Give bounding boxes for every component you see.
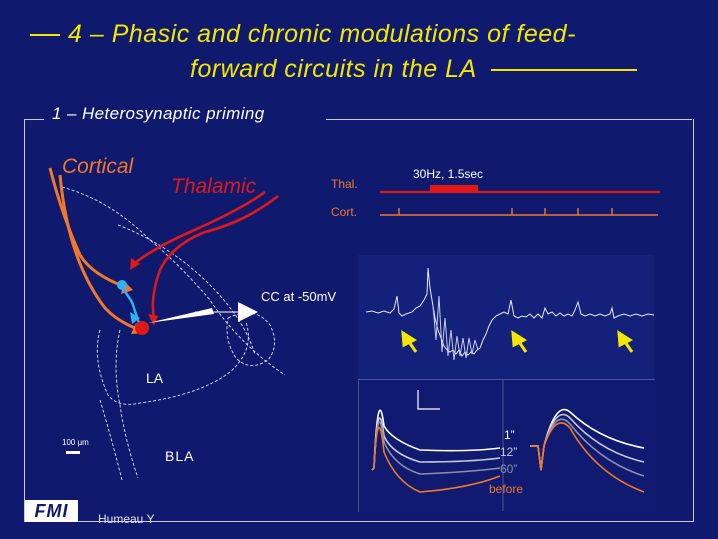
thalamic-fiber-1 [135, 190, 266, 264]
scale-bar [66, 451, 80, 454]
thalamic-fiber-2 [151, 194, 279, 319]
interneuron-soma [117, 280, 127, 290]
amplifier-triangle [238, 302, 258, 322]
label-thalamic: Thalamic [171, 175, 257, 198]
section-title: 1 – Heterosynaptic priming [52, 104, 265, 123]
label-scale: 100 µm [62, 438, 89, 447]
frame-top-right [326, 119, 692, 120]
voltage-trace-top [365, 267, 655, 357]
cort-stim-pulses [398, 208, 613, 215]
title-rule-right [490, 69, 637, 72]
title-rule-left [30, 34, 60, 37]
external-capsule-outline [61, 186, 286, 376]
thalamic-synapse-1 [130, 258, 140, 270]
trace-scale-bar [417, 390, 440, 410]
label-thal: Thal. [331, 177, 358, 191]
label-la: LA [146, 370, 164, 386]
responses-left [371, 409, 501, 493]
cea-outline [226, 312, 275, 366]
voltage-trace-noise [432, 295, 479, 361]
bla-outline-lower [99, 399, 123, 481]
thalamic-synapse-2 [148, 314, 158, 326]
slide-title-line-1: 4 – Phasic and chronic modulations of fe… [30, 20, 576, 49]
bla-outline-left [115, 329, 139, 479]
author-label: Humeau Y [98, 512, 155, 526]
slide-title-line-2: forward circuits in the LA [190, 55, 637, 84]
label-train: 30Hz, 1.5sec [413, 167, 484, 181]
legend-60s: 60” [500, 462, 518, 476]
legend-12s: 12” [500, 445, 518, 459]
label-cc: CC at -50mV [261, 289, 337, 304]
recording-electrode-shaft [148, 308, 214, 323]
responses-right [530, 408, 645, 493]
cortical-fiber-1 [48, 167, 129, 290]
title-text-2: forward circuits in the LA [190, 55, 477, 83]
legend-before: before [489, 482, 524, 496]
outline-inner [117, 224, 256, 356]
label-cortical: Cortical [62, 155, 134, 178]
thal-stim-train [430, 185, 478, 192]
label-bla: BLA [165, 448, 195, 464]
section-frame [24, 119, 694, 522]
label-cort: Cort. [331, 205, 358, 219]
fmi-logo: FMI [25, 500, 78, 522]
title-text-1: 4 – Phasic and chronic modulations of fe… [68, 20, 576, 48]
interneuron-terminal [130, 312, 140, 324]
principal-neuron-soma [135, 321, 149, 335]
trace-panel-top [358, 255, 654, 379]
arrow-group [401, 330, 634, 353]
frame-top-left [24, 119, 44, 120]
legend-1s: 1” [504, 428, 515, 442]
cortical-fiber-2 [58, 174, 141, 332]
la-outline [96, 321, 249, 405]
